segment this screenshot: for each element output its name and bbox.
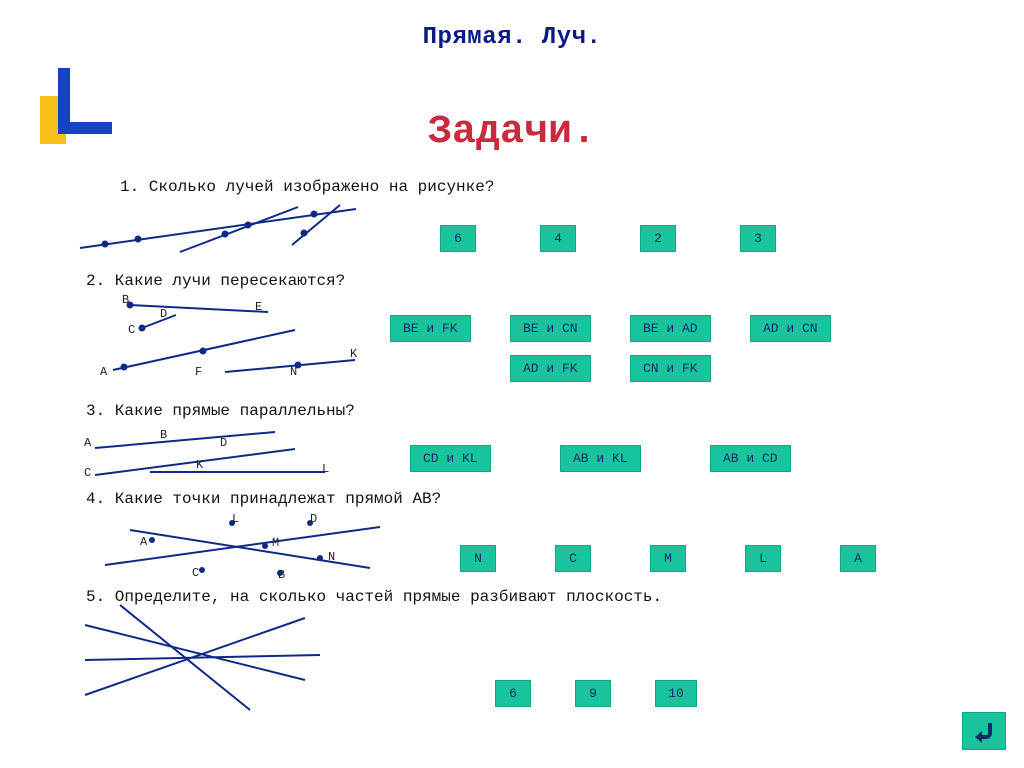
q4-answer-4[interactable]: L [745, 545, 781, 572]
q1-answer-2[interactable]: 4 [540, 225, 576, 252]
q2-answer-r1-3[interactable]: BE и AD [630, 315, 711, 342]
return-icon [970, 719, 998, 743]
q5-answer-2[interactable]: 9 [575, 680, 611, 707]
q1-answer-4[interactable]: 3 [740, 225, 776, 252]
q2-answer-r2-2[interactable]: CN и FK [630, 355, 711, 382]
return-button[interactable] [962, 712, 1006, 750]
q2-answer-r1-2[interactable]: BE и CN [510, 315, 591, 342]
q3-answer-1[interactable]: CD и KL [410, 445, 491, 472]
q4-answer-5[interactable]: A [840, 545, 876, 572]
q3-answer-3[interactable]: AB и CD [710, 445, 791, 472]
q5-answer-3[interactable]: 10 [655, 680, 697, 707]
q5-diagram [0, 0, 360, 760]
q5-answer-1[interactable]: 6 [495, 680, 531, 707]
q2-answer-r1-4[interactable]: AD и CN [750, 315, 831, 342]
q4-answer-2[interactable]: C [555, 545, 591, 572]
q2-answer-r2-1[interactable]: AD и FK [510, 355, 591, 382]
q1-answer-3[interactable]: 2 [640, 225, 676, 252]
q4-answer-3[interactable]: M [650, 545, 686, 572]
q4-answer-1[interactable]: N [460, 545, 496, 572]
q1-answer-1[interactable]: 6 [440, 225, 476, 252]
q3-answer-2[interactable]: AB и KL [560, 445, 641, 472]
